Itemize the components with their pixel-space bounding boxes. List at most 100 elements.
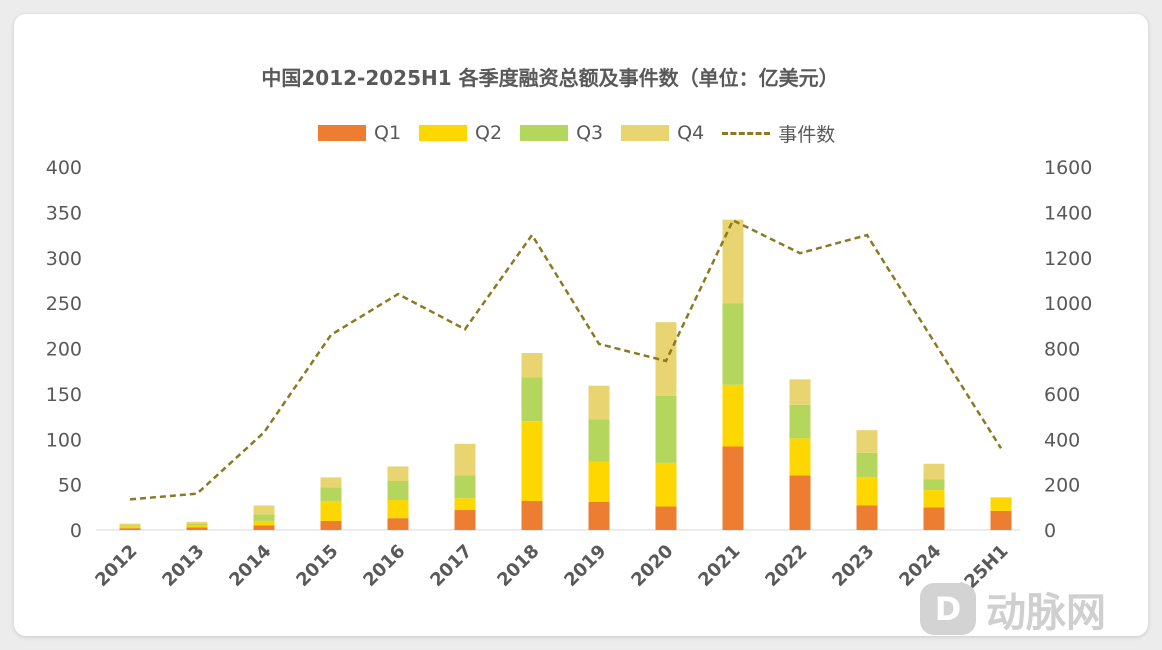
bar-q1-2016 [387, 518, 409, 530]
bar-q4-2024 [923, 463, 945, 480]
legend-item-q2: Q2 [419, 122, 502, 144]
bar-q1-2014 [253, 525, 275, 530]
bar-q1-2021 [722, 446, 744, 530]
x-tick-label: 2020 [627, 541, 677, 591]
bar-q3-2024 [923, 479, 945, 491]
bar-q1-2013 [186, 527, 208, 530]
legend-swatch-q3 [520, 125, 569, 141]
legend-label-q4: Q4 [677, 122, 705, 144]
bar-q4-2014 [253, 505, 275, 515]
bar-q4-2021 [722, 219, 744, 304]
bar-q1-2017 [454, 510, 476, 530]
bar-q1-2018 [521, 500, 543, 530]
bar-q3-2013 [186, 523, 208, 526]
legend-label-events: 事件数 [778, 123, 836, 146]
legend-item-q3: Q3 [520, 122, 603, 144]
watermark: D 动脉网 [920, 580, 1106, 638]
legend-dash-events [722, 131, 771, 135]
y-right-tick-label: 1200 [1044, 248, 1092, 270]
bar-q1-2023 [856, 505, 878, 530]
x-tick-label: 2014 [225, 541, 275, 591]
y-left-tick-label: 150 [46, 384, 82, 406]
bar-q4-2016 [387, 466, 409, 481]
bar-q2-2017 [454, 498, 476, 511]
y-right-tick-label: 1400 [1044, 202, 1092, 224]
bar-q3-2021 [722, 303, 744, 385]
bar-q2-2016 [387, 500, 409, 519]
bar-q2-2014 [253, 520, 275, 526]
y-left-tick-label: 0 [70, 520, 82, 542]
bar-q1-2015 [320, 520, 342, 530]
legend-item-q1: Q1 [318, 122, 401, 144]
bar-q4-2017 [454, 443, 476, 476]
bar-q2-2018 [521, 421, 543, 501]
y-left-tick-label: 50 [58, 475, 82, 497]
legend-label-q3: Q3 [576, 122, 604, 144]
legend-swatch-q1 [318, 125, 366, 141]
x-tick-label: 2022 [761, 541, 811, 591]
x-tick-label: 2017 [426, 541, 476, 591]
watermark-text: 动脉网 [986, 590, 1106, 636]
y-left-tick-label: 250 [46, 293, 82, 315]
bar-q4-2023 [856, 430, 878, 453]
bar-q4-2015 [320, 477, 342, 488]
y-right-tick-label: 1600 [1044, 157, 1092, 179]
y-left-tick-label: 400 [46, 157, 82, 179]
bar-q1-2025h1 [990, 510, 1012, 530]
bar-q3-2012 [119, 525, 141, 527]
events-line [129, 218, 1003, 501]
bar-q1-2020 [655, 506, 677, 530]
bar-q1-2019 [588, 501, 610, 530]
bar-q3-2014 [253, 514, 275, 521]
bar-q2-2025h1 [990, 497, 1012, 511]
legend-item-q4: Q4 [621, 122, 704, 144]
x-tick-label: 2013 [158, 541, 208, 591]
bar-q3-2015 [320, 487, 342, 501]
bar-q2-2015 [320, 500, 342, 521]
x-tick-label: 2015 [292, 541, 342, 591]
y-right-tick-label: 600 [1044, 384, 1080, 406]
bar-q3-2020 [655, 395, 677, 463]
bar-q4-2019 [588, 385, 610, 420]
bar-q3-2018 [521, 377, 543, 422]
legend-label-q1: Q1 [374, 122, 402, 144]
x-tick-label: 2012 [91, 541, 141, 591]
bar-q3-2017 [454, 475, 476, 499]
y-left-tick-label: 300 [46, 248, 82, 270]
y-right-tick-label: 0 [1044, 520, 1056, 542]
y-left-tick-label: 100 [46, 429, 82, 451]
bar-q4-2012 [119, 523, 141, 526]
bar-q2-2022 [789, 438, 811, 476]
bar-q2-2012 [119, 526, 141, 529]
bar-q4-2013 [186, 521, 208, 524]
x-tick-label: 2021 [694, 541, 744, 591]
bar-q2-2024 [923, 490, 945, 508]
dongmai-logo-icon: D [920, 583, 976, 635]
y-left-tick-label: 350 [46, 202, 82, 224]
bar-q2-2023 [856, 477, 878, 506]
chart-legend: Q1 Q2 Q3 Q4 事件数 [318, 121, 853, 146]
chart-card [14, 14, 1148, 636]
bar-q4-2018 [521, 353, 543, 378]
bar-q2-2019 [588, 461, 610, 502]
bar-q3-2023 [856, 452, 878, 478]
bar-q4-2022 [789, 379, 811, 405]
bar-q1-2022 [789, 475, 811, 530]
bar-q2-2020 [655, 462, 677, 507]
bar-q1-2012 [119, 528, 141, 530]
bar-q3-2016 [387, 480, 409, 501]
bar-q1-2024 [923, 507, 945, 530]
x-tick-label: 2016 [359, 541, 409, 591]
y-left-tick-label: 200 [46, 339, 82, 361]
bar-q2-2021 [722, 384, 744, 447]
legend-swatch-q4 [621, 125, 670, 141]
y-right-tick-label: 800 [1044, 339, 1080, 361]
bar-q3-2022 [789, 404, 811, 439]
bar-q2-2013 [186, 525, 208, 528]
x-tick-label: 2023 [828, 541, 878, 591]
bar-q3-2019 [588, 419, 610, 462]
x-tick-label: 2018 [493, 541, 543, 591]
legend-label-q2: Q2 [475, 122, 503, 144]
y-right-tick-label: 200 [1044, 475, 1080, 497]
